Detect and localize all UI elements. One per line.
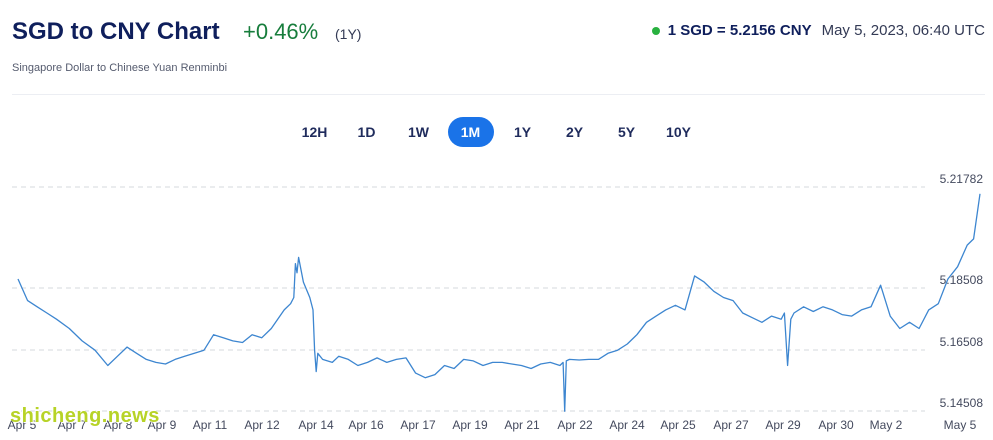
- x-tick-label: Apr 11: [193, 418, 228, 432]
- range-button-1d[interactable]: 1D: [357, 124, 376, 140]
- x-tick-label: Apr 14: [298, 418, 334, 432]
- range-button-5y[interactable]: 5Y: [617, 124, 636, 140]
- percent-change: +0.46%: [243, 19, 319, 44]
- series-line: [17, 193, 981, 412]
- header-divider: [12, 94, 985, 95]
- x-tick-label: Apr 19: [452, 418, 488, 432]
- x-tick-label: Apr 7: [58, 418, 87, 432]
- x-tick-label: May 2: [870, 418, 903, 432]
- watermark: shicheng.news: [10, 405, 160, 427]
- change-period: (1Y): [335, 26, 362, 42]
- range-selector: 12H 1D 1W 1M 1Y 2Y 5Y 10Y: [0, 117, 993, 147]
- x-tick-label: May 5: [944, 418, 977, 432]
- y-tick-label: 5.14508: [940, 396, 984, 410]
- x-tick-label: Apr 16: [348, 418, 384, 432]
- x-tick-label: Apr 8: [104, 418, 133, 432]
- x-tick-label: Apr 24: [609, 418, 645, 432]
- x-tick-label: Apr 21: [504, 418, 540, 432]
- range-button-1w[interactable]: 1W: [408, 124, 429, 140]
- range-button-1y[interactable]: 1Y: [513, 124, 532, 140]
- y-tick-label: 5.21782: [940, 172, 984, 186]
- x-tick-label: Apr 9: [148, 418, 177, 432]
- x-tick-label: Apr 25: [660, 418, 696, 432]
- live-rate: 1 SGD = 5.2156 CNY May 5, 2023, 06:40 UT…: [651, 22, 985, 39]
- range-button-1m[interactable]: 1M: [447, 117, 494, 147]
- live-dot-icon: [651, 26, 660, 35]
- page-subtitle: Singapore Dollar to Chinese Yuan Renminb…: [12, 62, 228, 74]
- range-button-2y[interactable]: 2Y: [565, 124, 584, 140]
- x-tick-label: Apr 12: [244, 418, 280, 432]
- x-tick-label: Apr 29: [765, 418, 801, 432]
- x-tick-label: Apr 30: [818, 418, 854, 432]
- page-title: SGD to CNY Chart: [12, 18, 220, 45]
- rate-value: 1 SGD = 5.2156 CNY: [667, 22, 812, 39]
- x-tick-label: Apr 22: [557, 418, 593, 432]
- rate-timestamp: May 5, 2023, 06:40 UTC: [821, 22, 985, 39]
- range-button-12h[interactable]: 12H: [301, 124, 328, 140]
- y-tick-label: 5.16508: [940, 335, 984, 349]
- x-tick-label: Apr 17: [400, 418, 436, 432]
- range-button-10y[interactable]: 10Y: [666, 124, 691, 140]
- x-tick-label: Apr 5: [8, 418, 37, 432]
- x-tick-label: Apr 27: [713, 418, 749, 432]
